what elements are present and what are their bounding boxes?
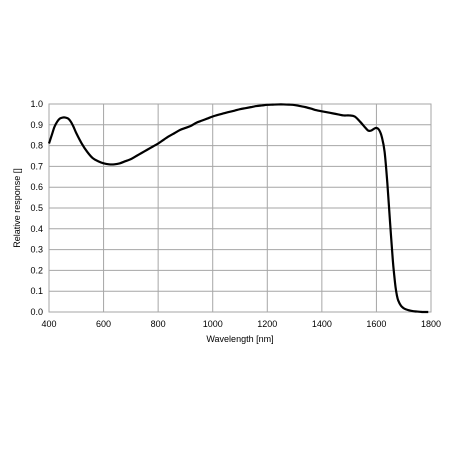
x-axis-ticks: 400 600 800 1000 1200 1400 1600 1800 (41, 319, 441, 329)
y-axis-title: Relative response [] (12, 168, 22, 248)
y-tick-label: 0.5 (30, 203, 43, 213)
y-tick-label: 0.8 (30, 141, 43, 151)
y-tick-label: 0.1 (30, 286, 43, 296)
x-tick-label: 1400 (312, 319, 332, 329)
response-curve (47, 103, 429, 314)
x-axis-title: Wavelength [nm] (206, 334, 273, 344)
y-tick-label: 0.2 (30, 265, 43, 275)
y-axis-ticks: 0.0 0.1 0.2 0.3 0.4 0.5 0.6 0.7 0.8 0.9 1.0 (30, 99, 43, 317)
x-tick-label: 600 (96, 319, 111, 329)
grid (48, 103, 432, 313)
y-tick-label: 0.7 (30, 161, 43, 171)
x-tick-label: 400 (41, 319, 56, 329)
x-tick-label: 1200 (257, 319, 277, 329)
y-tick-label: 0.4 (30, 224, 43, 234)
plot-area-border (48, 103, 432, 313)
y-tick-label: 1.0 (30, 99, 43, 109)
y-tick-label: 0.3 (30, 245, 43, 255)
x-tick-label: 1800 (421, 319, 441, 329)
x-tick-label: 1000 (203, 319, 223, 329)
x-tick-label: 1600 (366, 319, 386, 329)
y-tick-label: 0.0 (30, 307, 43, 317)
series-layer (47, 103, 429, 314)
y-tick-label: 0.9 (30, 120, 43, 130)
y-tick-label: 0.6 (30, 182, 43, 192)
x-tick-label: 800 (151, 319, 166, 329)
